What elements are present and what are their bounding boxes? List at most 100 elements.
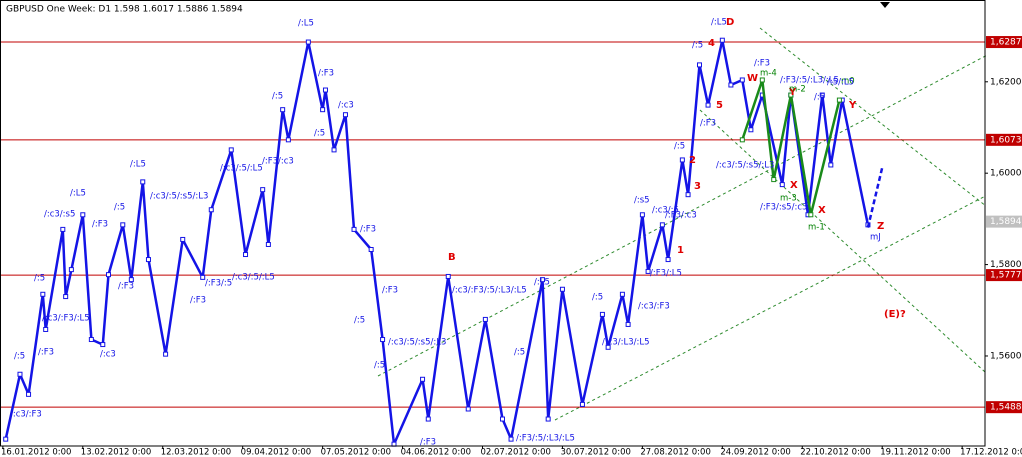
zigzag-point bbox=[140, 179, 146, 185]
zigzag-point bbox=[320, 107, 326, 113]
annotation: /:L5 bbox=[711, 18, 727, 28]
annotation: mJ bbox=[870, 233, 881, 243]
annotation: /:F3 bbox=[382, 286, 398, 296]
zigzag-point bbox=[759, 77, 765, 83]
annotation: /:F3 bbox=[190, 296, 206, 306]
annotation: /:c3/:L3/:L5 bbox=[602, 338, 650, 348]
x-tick-label: 07.05.2012 0:00 bbox=[321, 448, 391, 457]
annotation: /:F3/:5/:L3/:L5 bbox=[516, 434, 575, 444]
annotation: /:c3/:F3 bbox=[638, 302, 670, 312]
zigzag-point bbox=[342, 112, 348, 118]
annotation: /:L5 bbox=[130, 160, 146, 170]
zigzag-point bbox=[208, 207, 214, 213]
annotation: /:F3 bbox=[700, 119, 716, 129]
x-tick-label: 24.09.2012 0:00 bbox=[720, 448, 790, 457]
annotation: D bbox=[726, 17, 734, 28]
annotation: /:5 bbox=[514, 348, 525, 358]
annotation: /:5 bbox=[272, 92, 283, 102]
zigzag-point bbox=[605, 344, 611, 350]
annotation: /:F3/:5 bbox=[205, 279, 232, 289]
annotation: /:5 bbox=[354, 316, 365, 326]
zigzag-point bbox=[639, 212, 645, 218]
annotation: 2 bbox=[689, 155, 696, 166]
annotation: /:c3/:F3/:5/:L3/:L5 bbox=[452, 286, 527, 296]
zigzag-point bbox=[696, 62, 702, 68]
channel-line bbox=[699, 109, 986, 373]
zigzag-point bbox=[465, 406, 471, 412]
level-label: 1,6073 bbox=[990, 135, 1022, 145]
annotation: /:F3 bbox=[38, 348, 54, 358]
price-label: 1,5894 bbox=[990, 217, 1022, 227]
y-tick-label: 1,5600 bbox=[990, 351, 1022, 361]
zigzag-point bbox=[539, 277, 545, 283]
zigzag-point bbox=[180, 236, 186, 242]
annotation: /:F3/:5/:L3/:L5 bbox=[780, 76, 839, 86]
annotation: /:s5 bbox=[634, 196, 650, 206]
zigzag-point bbox=[619, 291, 625, 297]
annotation: /:c3/:5/:L5 bbox=[220, 164, 263, 174]
annotation: X bbox=[790, 180, 798, 191]
x-tick-label: 27.08.2012 0:00 bbox=[640, 448, 710, 457]
annotation: /:F3 bbox=[754, 59, 770, 69]
annotation: X bbox=[818, 205, 826, 216]
level-label: 1,6287 bbox=[990, 38, 1022, 48]
annotation: /:5 bbox=[34, 274, 45, 284]
x-tick-label: 17.12.2012 0:00 bbox=[960, 448, 1022, 457]
x-tick-label: 16.01.2012 0:00 bbox=[1, 448, 71, 457]
annotation: /:5 bbox=[674, 142, 685, 152]
annotation: Y bbox=[848, 100, 857, 111]
y-tick-label: 1,5800 bbox=[990, 260, 1022, 270]
chart-shift-marker bbox=[880, 2, 890, 8]
annotation: /:L5 bbox=[298, 19, 314, 29]
annotation: /:5/:L5 bbox=[827, 78, 854, 88]
annotation: /:c3/:5 bbox=[652, 206, 679, 216]
zigzag-point bbox=[43, 326, 49, 332]
annotation: Z bbox=[877, 221, 884, 232]
annotation: B bbox=[448, 252, 456, 263]
annotation: /:F3/:L5 bbox=[650, 269, 682, 279]
zigzag-point bbox=[243, 252, 249, 258]
zigzag-point bbox=[508, 436, 514, 442]
zigzag-point bbox=[17, 371, 23, 377]
zigzag-point bbox=[685, 192, 691, 198]
zigzag-point bbox=[788, 92, 794, 98]
x-tick-label: 22.10.2012 0:00 bbox=[800, 448, 870, 457]
annotation: /:c3 bbox=[338, 101, 354, 111]
zigzag-point bbox=[748, 127, 754, 133]
annotation: 1 bbox=[677, 245, 684, 256]
channel-lines bbox=[377, 27, 1021, 421]
annotation: /:5 bbox=[114, 203, 125, 213]
x-tick-label: 30.07.2012 0:00 bbox=[560, 448, 630, 457]
annotation: /:5 bbox=[592, 293, 603, 303]
zigzag-point bbox=[545, 416, 551, 422]
zigzag-point bbox=[60, 226, 66, 232]
annotation: m0 bbox=[841, 77, 855, 87]
annotation: /:c3/:5/:s5/:L3 bbox=[150, 192, 208, 202]
zigzag-point bbox=[819, 92, 825, 98]
x-tick-label: 13.02.2012 0:00 bbox=[81, 448, 151, 457]
annotation: /:F3 bbox=[420, 438, 436, 448]
annotation: /:c3 bbox=[100, 350, 116, 360]
zigzag-point bbox=[260, 187, 266, 193]
axis-background bbox=[0, 447, 1022, 457]
zigzag-point bbox=[836, 97, 842, 103]
annotation: /:c3/:5/:L5 bbox=[232, 273, 275, 283]
zigzag-point bbox=[88, 337, 94, 343]
zigzag-point bbox=[331, 147, 337, 153]
chart-title: GBPUSD One Week: D1 1.598 1.6017 1.5886 … bbox=[6, 5, 243, 15]
zigzag-point bbox=[80, 212, 86, 218]
zigzag-line bbox=[741, 78, 841, 217]
zigzag-point bbox=[719, 37, 725, 43]
zigzag-point bbox=[200, 274, 206, 280]
zigzag-point bbox=[145, 257, 151, 263]
zigzag-point bbox=[739, 137, 745, 143]
zigzag-point bbox=[351, 226, 357, 232]
x-tick-label: 09.04.2012 0:00 bbox=[241, 448, 311, 457]
zigzag-point bbox=[40, 291, 46, 297]
zigzag-point bbox=[100, 342, 106, 348]
annotation: /:L5 bbox=[534, 278, 550, 288]
zigzag-point bbox=[163, 351, 169, 357]
zigzag-point bbox=[728, 82, 734, 88]
annotation: m-1 bbox=[808, 223, 825, 233]
